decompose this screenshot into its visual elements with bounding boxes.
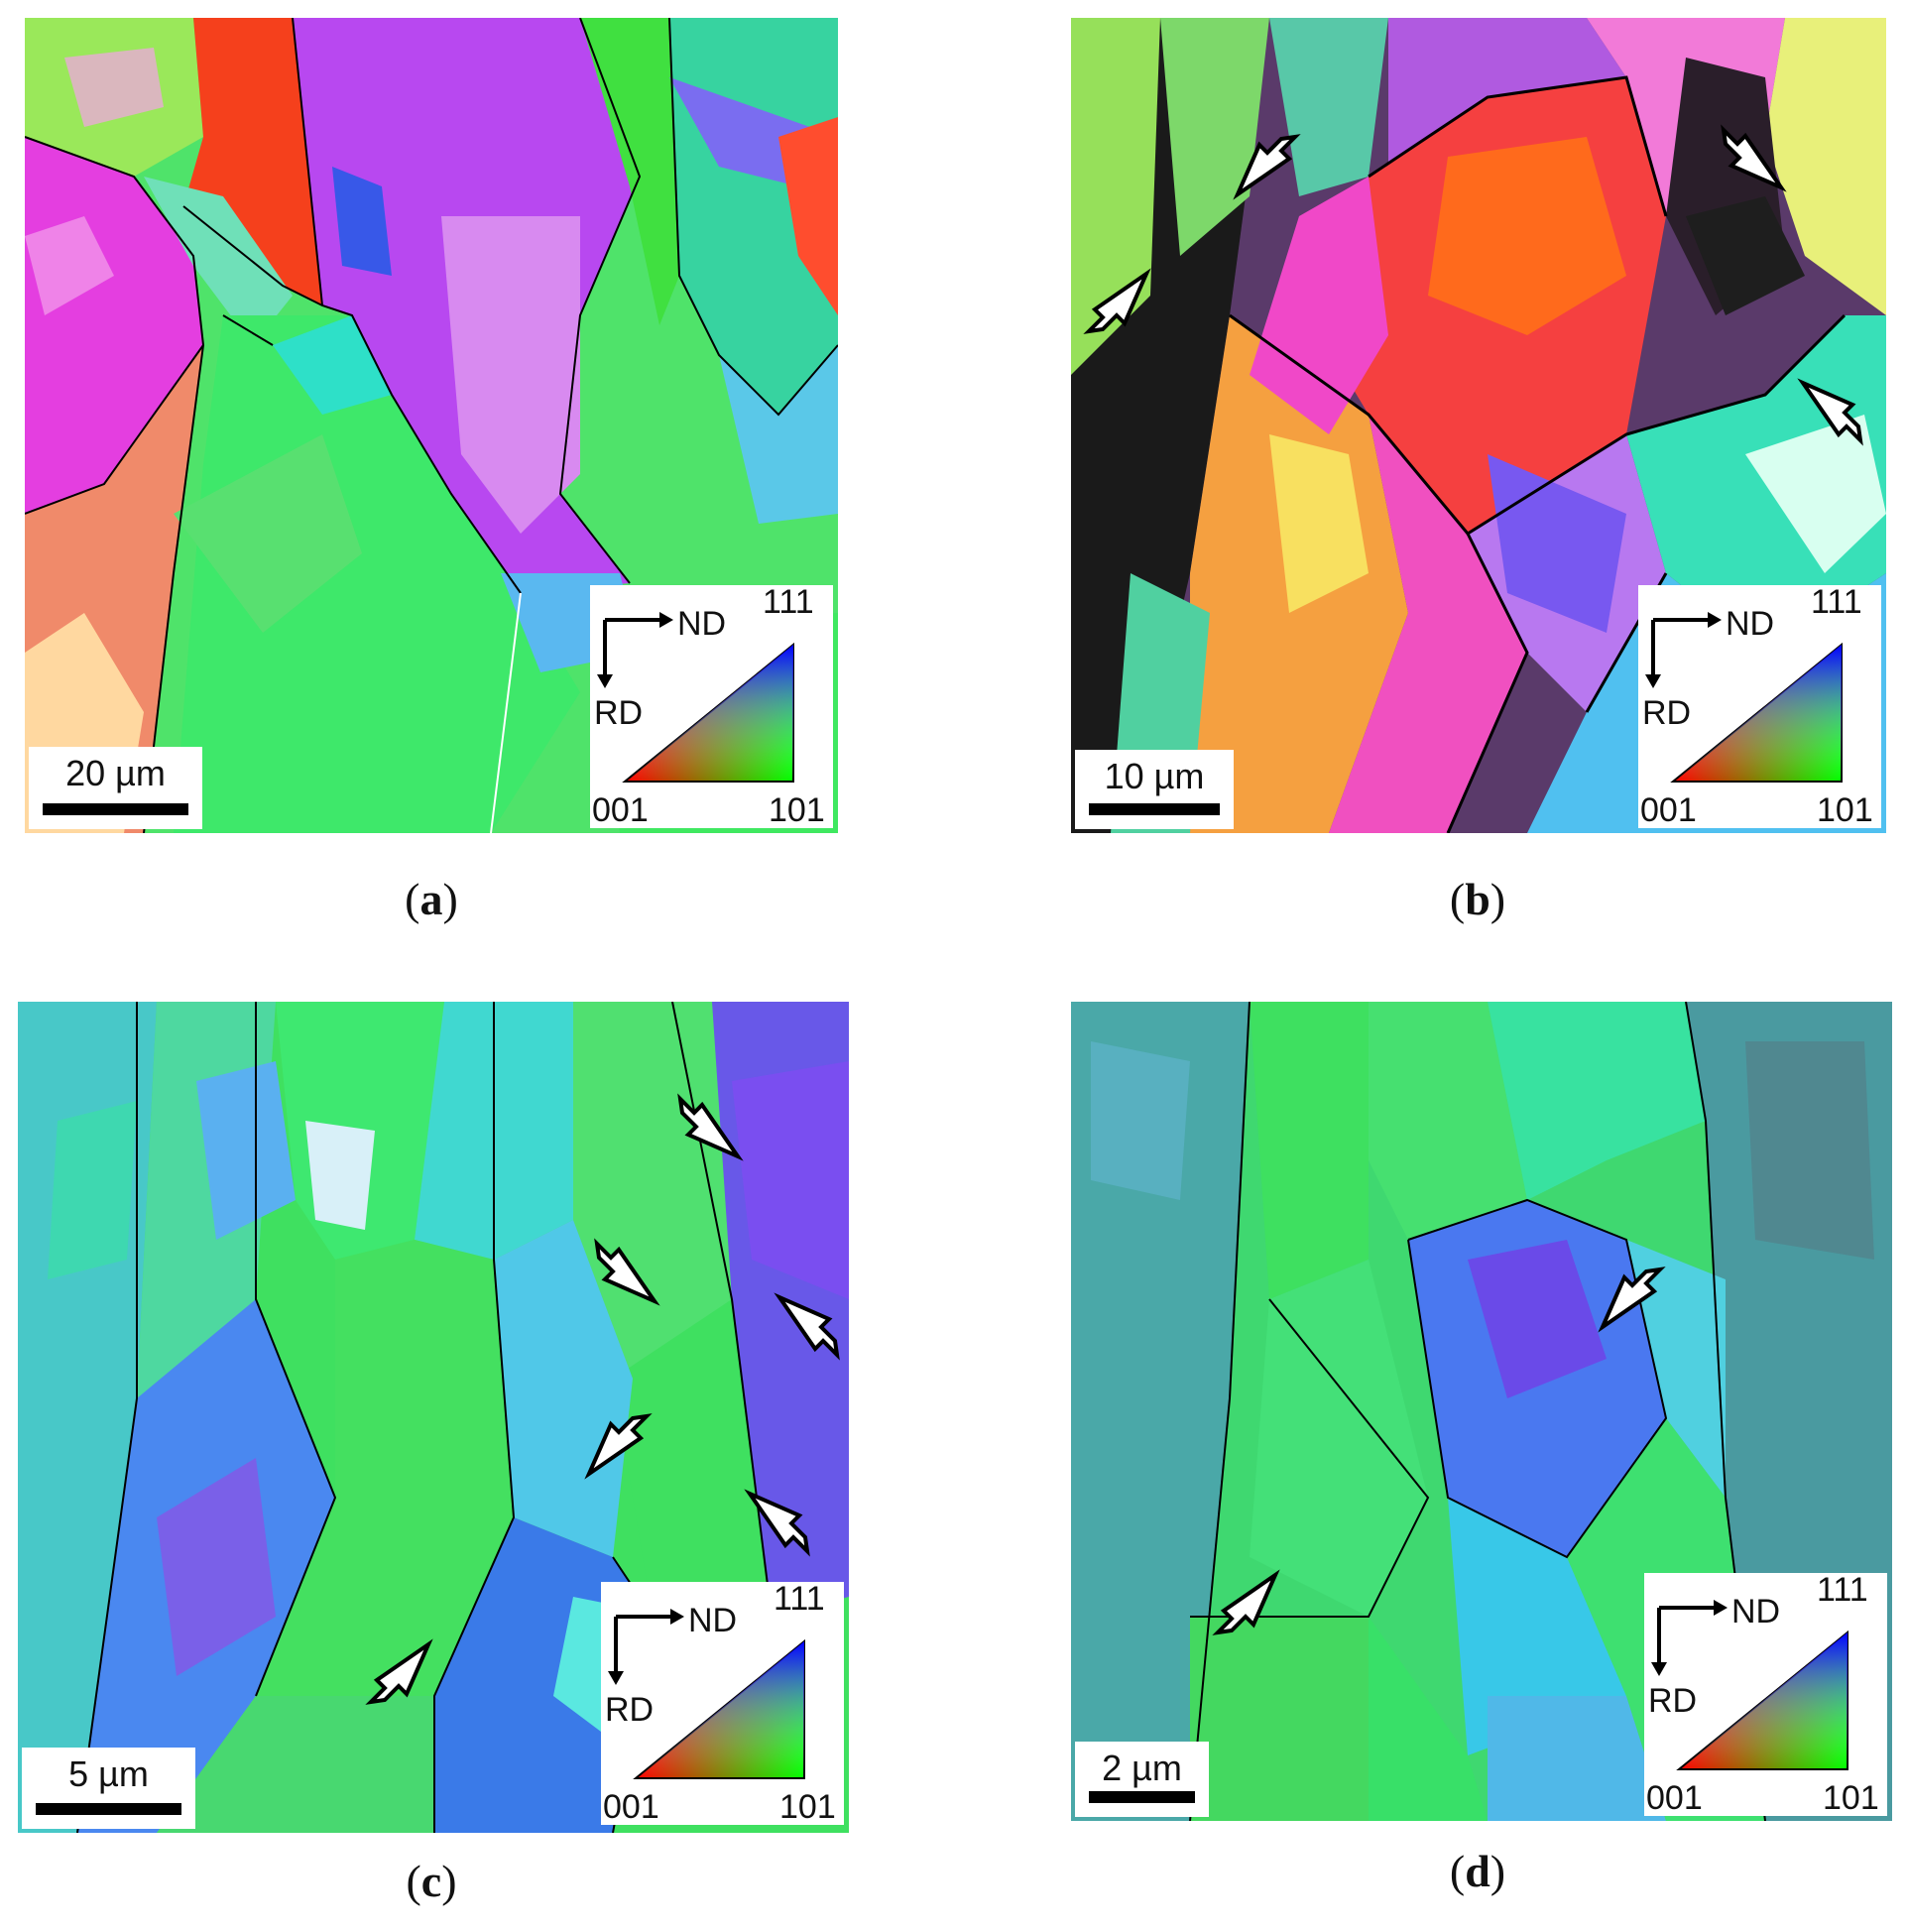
scale-label-d: 2 µm <box>1102 1748 1182 1788</box>
legend-nd-label: ND <box>688 1602 738 1639</box>
scale-bar-d: 2 µm <box>1075 1742 1209 1817</box>
pointer-arrow-icon <box>772 1289 845 1363</box>
legend-rd-label: RD <box>1642 694 1692 732</box>
scale-bar-a: 20 µm <box>29 747 202 829</box>
ipf-legend-a: ND RD 111 001 101 <box>590 585 833 828</box>
legend-001-label: 001 <box>592 791 649 829</box>
caption-a: (a) <box>405 874 458 924</box>
legend-111-label: 111 <box>1817 1571 1868 1609</box>
pointer-arrow-icon <box>1210 1567 1283 1640</box>
ipf-legend-d: ND RD 111 001 101 <box>1644 1573 1887 1816</box>
legend-rd-label: RD <box>605 1691 655 1729</box>
orientation-map-b <box>1071 18 1886 833</box>
scale-bar-line-a <box>43 803 188 815</box>
legend-rd-label: RD <box>594 694 644 732</box>
ipf-triangle-a <box>597 612 794 783</box>
ipf-triangle-c <box>608 1609 805 1779</box>
ipf-triangle-d <box>1651 1600 1848 1770</box>
pointer-arrow-icon <box>742 1486 815 1559</box>
scale-bar-line-b <box>1089 803 1220 815</box>
pointer-arrow-icon <box>1795 375 1868 448</box>
pointer-arrow-icon <box>581 1408 655 1482</box>
pointer-arrow-icon <box>1230 129 1303 202</box>
ipf-map-panel-c: ND RD 111 001 101 5 µm <box>18 1002 849 1833</box>
ipf-map-panel-a: ND RD 111 001 101 20 µm <box>25 18 838 833</box>
pointer-arrow-icon <box>363 1636 436 1710</box>
legend-111-label: 111 <box>1811 583 1862 621</box>
scale-bar-line-d <box>1089 1791 1195 1803</box>
pointer-arrow-icon <box>1595 1262 1668 1335</box>
pointer-arrow-icon <box>589 1236 662 1309</box>
ipf-legend-c: ND RD 111 001 101 <box>601 1582 844 1825</box>
legend-101-label: 101 <box>779 1788 836 1826</box>
caption-b: (b) <box>1449 874 1506 924</box>
legend-rd-label: RD <box>1648 1682 1698 1720</box>
legend-nd-label: ND <box>1726 605 1775 643</box>
caption-c: (c) <box>406 1856 457 1906</box>
ipf-legend-b: ND RD 111 001 101 <box>1638 585 1881 828</box>
pointer-arrow-icon <box>672 1091 746 1164</box>
scale-bar-line-c <box>36 1803 181 1815</box>
pointer-arrow-icon <box>1081 266 1154 339</box>
scale-label-c: 5 µm <box>68 1753 149 1794</box>
ipf-map-panel-d: ND RD 111 001 101 2 µm <box>1071 1002 1892 1821</box>
pointer-arrow-icon <box>1716 122 1789 195</box>
legend-101-label: 101 <box>1823 1779 1879 1817</box>
ipf-map-panel-b: ND RD 111 001 101 10 µm <box>1071 18 1886 833</box>
ipf-triangle-b <box>1645 612 1843 783</box>
legend-111-label: 111 <box>774 1580 825 1618</box>
legend-001-label: 001 <box>1646 1779 1703 1817</box>
scale-bar-b: 10 µm <box>1075 750 1234 829</box>
legend-001-label: 001 <box>603 1788 659 1826</box>
legend-111-label: 111 <box>763 583 814 621</box>
scale-label-b: 10 µm <box>1104 756 1205 796</box>
scale-bar-c: 5 µm <box>22 1748 195 1829</box>
legend-101-label: 101 <box>769 791 825 829</box>
legend-101-label: 101 <box>1817 791 1873 829</box>
legend-nd-label: ND <box>1731 1593 1781 1630</box>
scale-label-a: 20 µm <box>65 753 166 793</box>
legend-nd-label: ND <box>677 605 727 643</box>
legend-001-label: 001 <box>1640 791 1697 829</box>
caption-d: (d) <box>1449 1846 1506 1896</box>
